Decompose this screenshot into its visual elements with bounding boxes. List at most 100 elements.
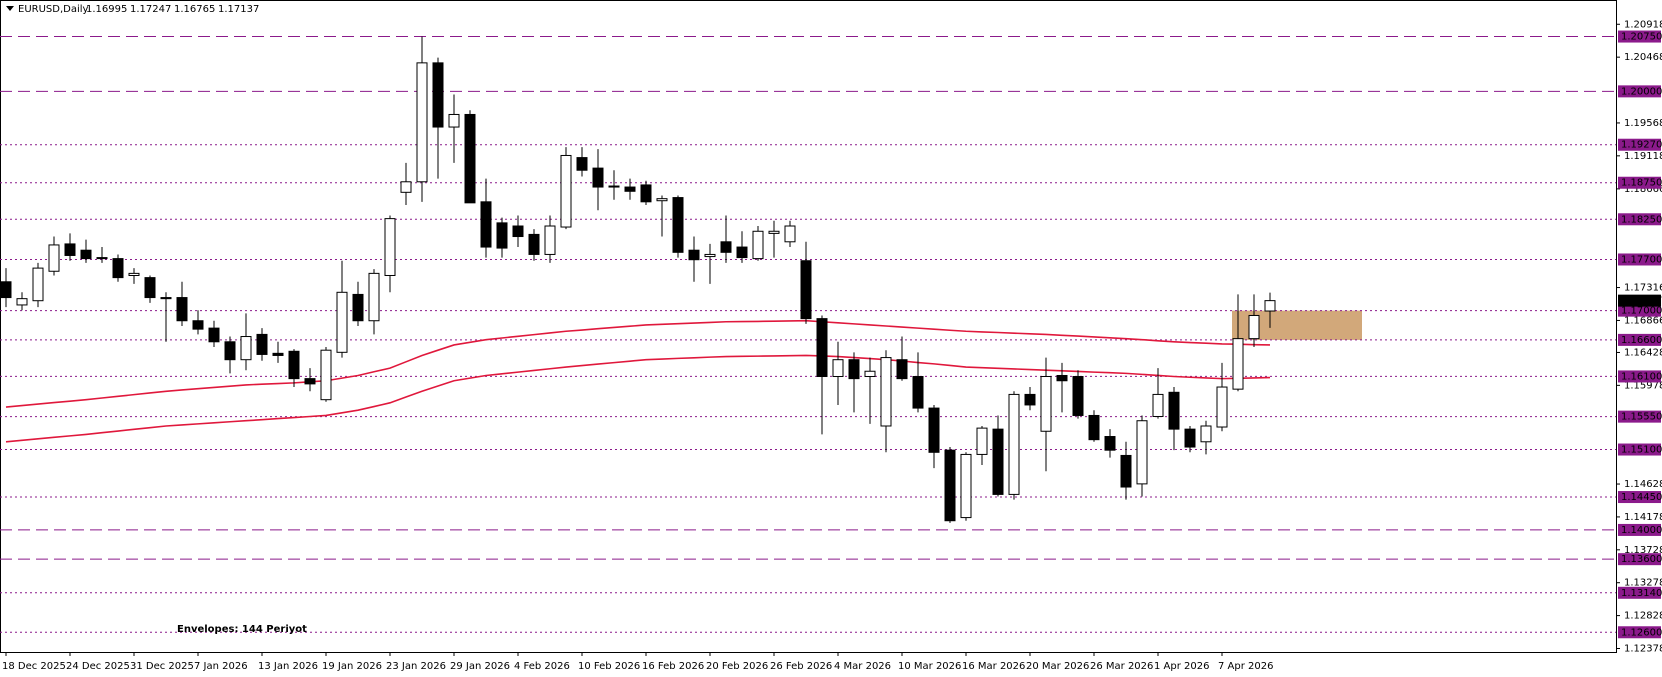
header-open: 1.16995 — [86, 4, 127, 15]
y-tick-label: 1.13278 — [1624, 578, 1662, 589]
level-label-box — [1618, 410, 1661, 423]
candle-body — [608, 185, 620, 188]
x-tick-label: 31 Dec 2025 — [130, 661, 194, 672]
candle-body — [656, 198, 668, 202]
candle-body — [1040, 376, 1052, 432]
candle-body — [320, 349, 332, 401]
candle-body — [224, 341, 236, 361]
candle-body — [432, 62, 444, 128]
x-tick-label: 24 Dec 2025 — [66, 661, 130, 672]
level-label-box — [1618, 370, 1661, 383]
x-tick-label: 19 Jan 2026 — [322, 661, 382, 672]
envelope-line — [5, 319, 1271, 408]
x-tick-label: 29 Jan 2026 — [450, 661, 510, 672]
candle-body — [208, 327, 220, 343]
level-label-box — [1618, 586, 1661, 599]
candle-body — [464, 113, 476, 204]
candle-body — [544, 225, 556, 255]
candle-body — [1136, 420, 1148, 485]
y-tick-label: 1.20468 — [1624, 52, 1662, 63]
x-tick-label: 10 Mar 2026 — [898, 661, 961, 672]
candle-body — [784, 225, 796, 243]
candle-body — [1104, 436, 1116, 451]
level-label: 1.17700 — [1621, 254, 1662, 265]
candle-body — [1152, 393, 1164, 417]
candle-body — [864, 370, 876, 378]
candle-body — [160, 297, 172, 300]
y-tick-label: 1.18666 — [1624, 184, 1662, 195]
candle-body — [896, 359, 908, 380]
y-tick-label: 1.15978 — [1624, 380, 1662, 391]
candle-body — [1200, 425, 1212, 443]
candle-body — [960, 453, 972, 519]
candle-body — [1184, 428, 1196, 448]
chart-title: EURUSD,Daily — [18, 4, 89, 15]
y-tick-label: 1.19568 — [1624, 118, 1662, 129]
candle-body — [880, 357, 892, 427]
level-label: 1.18750 — [1621, 178, 1662, 189]
x-tick-label: 20 Mar 2026 — [1026, 661, 1089, 672]
x-tick-label: 7 Jan 2026 — [194, 661, 248, 672]
candle-body — [1120, 454, 1132, 488]
level-label: 1.15100 — [1621, 445, 1662, 456]
level-label-box — [1618, 176, 1661, 189]
candle-body — [240, 336, 252, 361]
candle-body — [672, 197, 684, 253]
level-label: 1.20000 — [1621, 86, 1662, 97]
y-tick-label: 1.19118 — [1624, 151, 1662, 162]
level-label-box — [1618, 138, 1661, 151]
price-label-box — [1618, 294, 1661, 307]
candle-body — [928, 407, 940, 453]
candle-body — [1008, 393, 1020, 495]
y-tick-label: 1.16428 — [1624, 347, 1662, 358]
level-label-box — [1618, 213, 1661, 226]
candle-body — [416, 62, 428, 183]
candle-body — [64, 243, 76, 256]
candle-body — [688, 249, 700, 261]
level-label: 1.15550 — [1621, 412, 1662, 423]
candle-body — [32, 267, 44, 302]
level-label: 1.16600 — [1621, 335, 1662, 346]
candle-body — [720, 241, 732, 253]
candle-body — [848, 359, 860, 380]
price-label: 1.17137 — [1621, 296, 1662, 307]
candle-body — [368, 272, 380, 322]
candle-body — [512, 225, 524, 238]
header-low: 1.16765 — [174, 4, 215, 15]
candle-body — [832, 359, 844, 378]
level-label-box — [1618, 304, 1661, 317]
candle-body — [400, 181, 412, 193]
candle-body — [816, 318, 828, 378]
candle-body — [144, 277, 156, 299]
menu-arrow — [6, 6, 14, 11]
candle-body — [1024, 393, 1036, 406]
candle-body — [1264, 300, 1276, 312]
candle-body — [48, 244, 60, 272]
level-label-box — [1618, 553, 1661, 566]
candle-body — [288, 350, 300, 380]
level-label-box — [1618, 85, 1661, 98]
level-label: 1.19270 — [1621, 140, 1662, 151]
candle-body — [1056, 374, 1068, 382]
x-tick-label: 1 Apr 2026 — [1154, 661, 1209, 672]
level-label: 1.12600 — [1621, 627, 1662, 638]
candle-body — [480, 201, 492, 248]
candle-body — [768, 230, 780, 234]
level-label: 1.14000 — [1621, 525, 1662, 536]
x-tick-label: 26 Mar 2026 — [1090, 661, 1153, 672]
y-tick-label: 1.13728 — [1624, 545, 1662, 556]
y-tick-label: 1.12828 — [1624, 611, 1662, 622]
candle-body — [944, 449, 956, 522]
level-label-box — [1618, 523, 1661, 536]
candle-body — [496, 222, 508, 249]
candle-body — [992, 428, 1004, 495]
candle-body — [192, 320, 204, 330]
y-tick-label: 1.12378 — [1624, 643, 1662, 654]
candle-body — [640, 184, 652, 203]
candle-body — [912, 376, 924, 409]
candle-body — [560, 154, 572, 228]
candle-body — [384, 218, 396, 276]
level-label: 1.13140 — [1621, 588, 1662, 599]
candle-body — [624, 186, 636, 192]
candle-body — [448, 113, 460, 128]
